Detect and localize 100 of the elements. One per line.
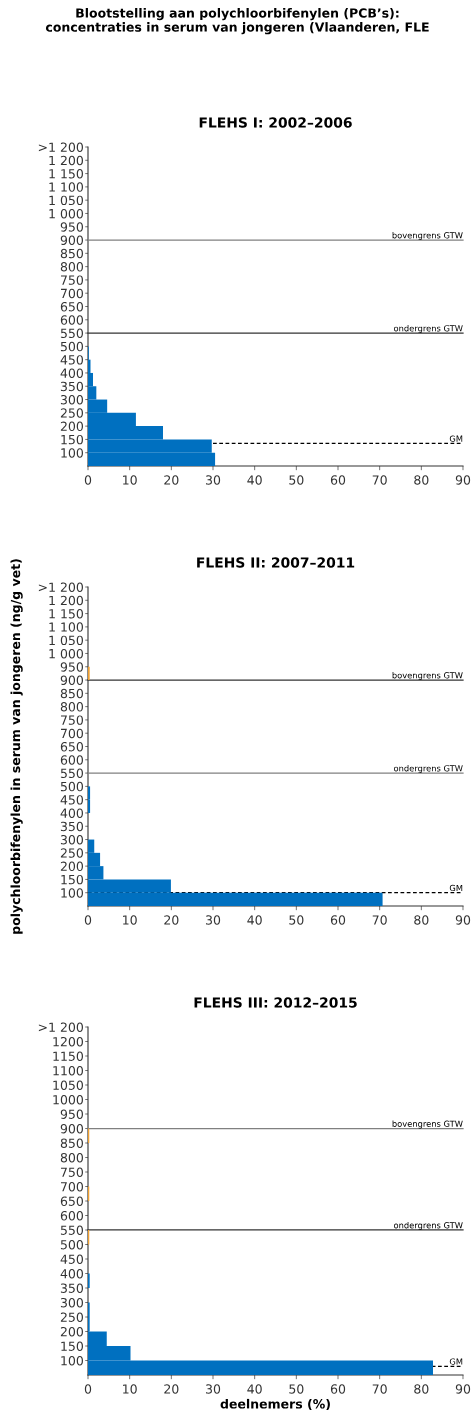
y-tick-label: 550 (60, 328, 83, 339)
x-tick-label: 40 (247, 915, 262, 925)
y-tick-label: 600 (60, 755, 83, 765)
y-tick-label: 700 (61, 1181, 83, 1192)
ref-line-label: bovengrens GTW (392, 671, 463, 681)
y-tick-label: >1 200 (38, 582, 83, 592)
y-tick-label: 550 (60, 1225, 83, 1235)
x-tick-label: 90 (455, 1384, 471, 1394)
x-tick-label: 30 (206, 475, 221, 485)
y-tick-label: 100 (61, 1355, 83, 1366)
chart-title: FLEHS II: 2007–2011 (197, 557, 355, 568)
x-tick-label: 90 (455, 915, 471, 925)
y-tick-label: 650 (60, 741, 83, 752)
y-tick-label: 700 (61, 288, 83, 299)
y-tick-label: 1 050 (49, 195, 83, 206)
ref-line-label: ondergrens GTW (393, 1221, 463, 1230)
y-tick-label: 400 (60, 1268, 83, 1279)
x-tick-label: 60 (330, 915, 346, 925)
y-tick-label: 900 (60, 1123, 83, 1134)
x-tick-label: 20 (164, 475, 179, 485)
y-tick-label: 550 (60, 768, 83, 779)
y-tick-label: 500 (60, 781, 83, 792)
y-tick-label: 500 (60, 341, 83, 352)
y-tick-label: 300 (60, 395, 83, 405)
x-axis-title: deelnemers (%) (220, 1398, 330, 1411)
y-tick-label: 250 (60, 408, 83, 418)
y-tick-label: 900 (60, 675, 83, 685)
ref-line-label: GM (449, 435, 463, 442)
x-tick-label: 60 (330, 1384, 346, 1394)
y-tick-label: 1 200 (49, 155, 83, 166)
y-tick-label: 1000 (53, 1094, 83, 1105)
y-tick-label: 750 (61, 1167, 83, 1177)
y-tick-label: 400 (60, 808, 83, 818)
y-tick-label: 950 (60, 662, 83, 672)
y-tick-label: 150 (61, 434, 83, 445)
x-tick-label: 40 (247, 1384, 262, 1394)
ref-line-label: GM (449, 884, 463, 892)
x-tick-label: 90 (455, 475, 471, 485)
y-tick-label: 1 150 (49, 609, 83, 619)
x-tick-label: 10 (123, 915, 137, 925)
y-tick-label: 750 (61, 715, 83, 725)
x-tick-label: 0 (84, 915, 92, 925)
y-tick-label: 200 (60, 1326, 83, 1337)
y-tick-label: 600 (60, 315, 83, 325)
y-tick-label: 400 (60, 368, 83, 378)
y-tick-label: 850 (60, 1138, 83, 1148)
x-tick-label: 20 (164, 1384, 179, 1394)
y-tick-label: 1 150 (49, 169, 83, 179)
y-tick-label: 650 (60, 1196, 83, 1206)
x-tick-label: 80 (414, 475, 429, 485)
y-tick-label: 1150 (53, 1051, 83, 1061)
y-axis-title: polychloorbifenylen in serum van jongeren (ng/g vet) (10, 559, 23, 934)
y-tick-label: 850 (60, 248, 83, 259)
y-tick-label: 1 050 (49, 635, 83, 646)
ref-line-label: ondergrens GTW (393, 325, 463, 334)
y-tick-label: 1 000 (49, 648, 83, 659)
x-tick-label: 30 (206, 915, 221, 925)
y-tick-label: 1100 (53, 1065, 83, 1076)
y-tick-label: >1 200 (38, 142, 83, 152)
x-tick-label: 0 (84, 1384, 92, 1394)
x-tick-label: 70 (372, 1384, 387, 1394)
y-tick-label: 750 (61, 275, 83, 285)
y-tick-label: 150 (61, 1341, 83, 1351)
x-tick-label: 70 (372, 475, 387, 485)
x-tick-label: 10 (123, 1384, 137, 1394)
ref-line-label: bovengrens GTW (392, 1120, 463, 1129)
x-tick-label: 40 (247, 475, 262, 485)
chart-title: FLEHS III: 2012–2015 (194, 997, 357, 1008)
x-tick-label: 20 (164, 915, 179, 925)
y-tick-label: >1 200 (38, 1022, 83, 1032)
y-tick-label: 600 (60, 1210, 83, 1221)
y-tick-label: 450 (60, 355, 83, 365)
y-tick-label: 1 200 (49, 595, 83, 606)
y-tick-label: 200 (60, 861, 83, 872)
y-tick-label: 500 (60, 1239, 83, 1250)
y-tick-label: 1050 (53, 1080, 83, 1090)
x-tick-label: 50 (289, 1384, 304, 1394)
y-tick-label: 950 (60, 222, 83, 232)
x-tick-label: 50 (289, 915, 304, 925)
y-tick-label: 350 (60, 1283, 83, 1293)
x-tick-label: 50 (289, 475, 304, 485)
x-tick-label: 0 (84, 475, 92, 485)
y-tick-label: 800 (60, 262, 83, 272)
y-tick-label: 450 (60, 795, 83, 805)
y-tick-label: 100 (61, 448, 83, 458)
x-tick-label: 10 (123, 475, 137, 485)
y-tick-label: 850 (60, 688, 83, 699)
ref-line-label: bovengrens GTW (392, 231, 463, 241)
ref-line-label: ondergrens GTW (393, 765, 463, 774)
y-tick-label: 1 100 (49, 182, 83, 192)
y-tick-label: 800 (60, 1152, 83, 1163)
y-tick-label: 950 (60, 1109, 83, 1119)
y-tick-label: 250 (60, 848, 83, 858)
text: Blootstelling aan polychloorbifenylen (PCB’s): concentraties in serum van jongeren (Vlaanderen, FLE (45, 8, 429, 35)
y-tick-label: 300 (60, 1297, 83, 1308)
x-tick-label: 60 (330, 475, 346, 485)
chart-title: FLEHS I: 2002–2006 (199, 117, 352, 128)
y-tick-label: 300 (60, 835, 83, 845)
y-tick-label: 700 (61, 728, 83, 739)
y-tick-label: 650 (60, 301, 83, 312)
